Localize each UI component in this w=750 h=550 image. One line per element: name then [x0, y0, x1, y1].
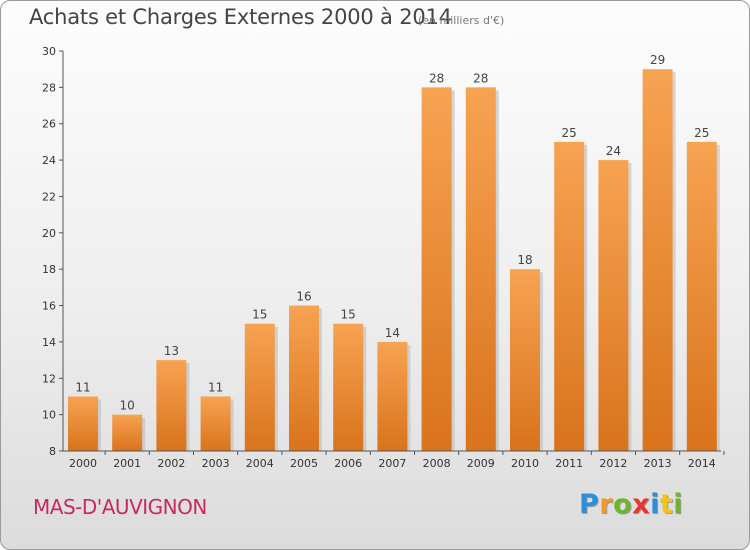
- bar-2008: [421, 87, 452, 451]
- data-label: 11: [75, 380, 90, 394]
- bar-2011: [554, 141, 585, 451]
- bar-2001: [112, 414, 143, 451]
- x-tick-label: 2002: [157, 457, 185, 470]
- data-label: 14: [385, 326, 400, 340]
- logo-letter: r: [599, 489, 614, 520]
- data-label: 15: [341, 308, 356, 322]
- data-label: 25: [562, 126, 577, 140]
- x-tick-label: 2012: [599, 457, 627, 470]
- bar-2005: [289, 305, 319, 451]
- bar-2002: [156, 360, 187, 451]
- axis-layer: 2000 2001 2002 2003 2004 2005 2006 2007 2008 2009…: [42, 45, 725, 470]
- bar-2014: [686, 141, 717, 451]
- x-tick-label: 2001: [113, 457, 141, 470]
- x-tick-label: 2010: [511, 457, 539, 470]
- x-tick-label: 2006: [334, 457, 362, 470]
- chart-unit-label: (en milliers d'€): [418, 14, 505, 27]
- bar-2013: [642, 69, 673, 451]
- x-tick-label: 2003: [202, 457, 230, 470]
- data-label: 25: [694, 126, 709, 140]
- y-tick-label: 8: [49, 445, 56, 458]
- y-tick-label: 28: [42, 81, 56, 94]
- data-label: 13: [164, 344, 179, 358]
- logo-letter: i: [650, 489, 660, 520]
- y-tick-label: 16: [42, 300, 56, 313]
- x-tick-label: 2005: [290, 457, 318, 470]
- logo-letter: o: [613, 489, 633, 520]
- proxiti-logo[interactable]: Proxiti: [579, 489, 683, 520]
- y-tick-label: 10: [42, 409, 56, 422]
- x-tick-label: 2009: [467, 457, 495, 470]
- data-label: 16: [296, 290, 311, 304]
- data-label: 15: [252, 308, 267, 322]
- chart-title: Achats et Charges Externes 2000 à 2014: [29, 5, 452, 29]
- x-tick-label: 2007: [378, 457, 406, 470]
- x-tick-label: 2014: [688, 457, 716, 470]
- data-label: 24: [606, 144, 621, 158]
- bar-2004: [244, 323, 275, 451]
- logo-letter: x: [632, 489, 651, 520]
- bar-2010: [510, 269, 540, 451]
- data-label: 11: [208, 380, 223, 394]
- bars-layer: 11 10 13 11 15 16 15 14 28 28 18 25 24 29 25: [68, 53, 720, 451]
- y-tick-label: 18: [42, 263, 56, 276]
- bar-2009: [465, 87, 496, 451]
- logo-letter: t: [659, 489, 674, 520]
- bar-2007: [377, 341, 408, 451]
- logo-letter: i: [673, 489, 684, 520]
- y-tick-label: 12: [42, 372, 56, 385]
- x-tick-label: 2004: [246, 457, 274, 470]
- bar-2012: [598, 160, 629, 451]
- bar-2003: [200, 396, 231, 451]
- data-label: 28: [429, 71, 444, 85]
- commune-name: MAS-D'AUVIGNON: [33, 495, 207, 519]
- y-tick-label: 24: [42, 154, 56, 167]
- logo-letter: P: [579, 489, 600, 520]
- y-tick-label: 20: [42, 227, 56, 240]
- data-label: 28: [473, 71, 488, 85]
- data-label: 29: [650, 53, 665, 67]
- x-tick-label: 2000: [69, 457, 97, 470]
- bar-2006: [333, 323, 364, 451]
- bar-2000: [68, 396, 98, 451]
- y-tick-label: 22: [42, 190, 56, 203]
- x-tick-label: 2011: [555, 457, 583, 470]
- y-tick-label: 26: [42, 118, 56, 131]
- data-label: 10: [120, 399, 135, 413]
- x-tick-label: 2013: [644, 457, 672, 470]
- data-label: 18: [517, 253, 532, 267]
- y-tick-label: 30: [42, 45, 56, 58]
- y-tick-label: 14: [42, 336, 56, 349]
- x-tick-label: 2008: [423, 457, 451, 470]
